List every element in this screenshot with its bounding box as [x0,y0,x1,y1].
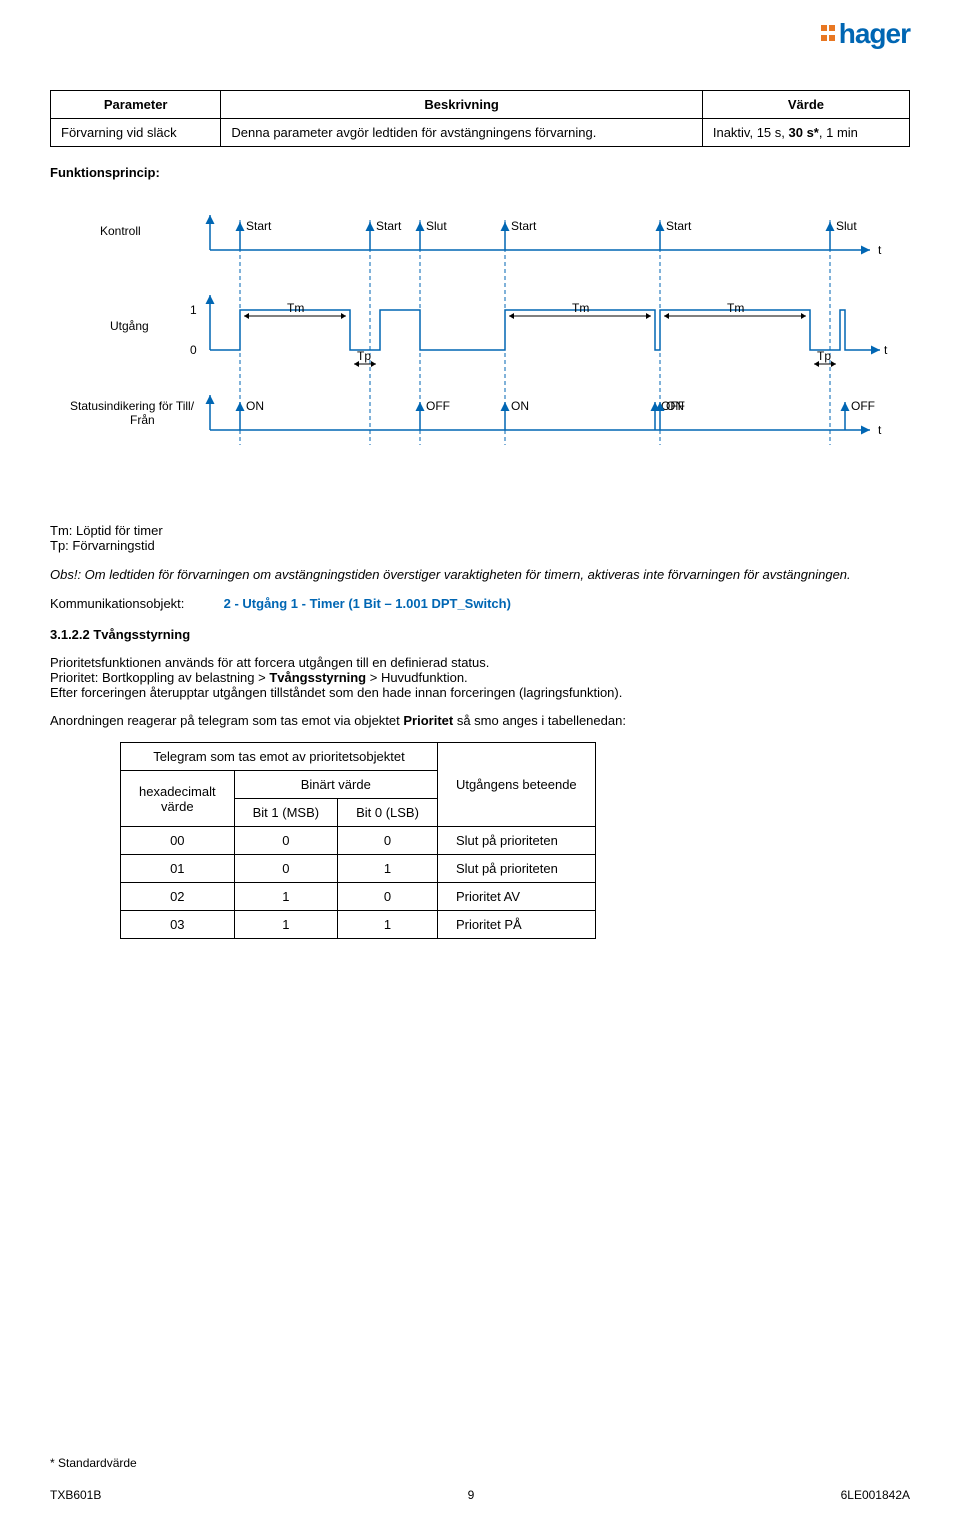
table-cell: 0 [338,827,438,855]
svg-text:t: t [884,343,888,357]
svg-text:t: t [878,423,882,437]
table-cell: 02 [121,883,235,911]
svg-text:Från: Från [130,413,155,427]
footer-center: 9 [468,1488,475,1502]
table-cell: 1 [338,855,438,883]
svg-text:1: 1 [190,303,197,317]
legend-tp: Tp: Förvarningstid [50,538,910,553]
svg-text:Slut: Slut [426,219,447,233]
table-cell: 1 [234,883,337,911]
subsection-heading: 3.1.2.2 Tvångsstyrning [50,627,910,642]
svg-text:Utgång: Utgång [110,319,149,333]
svg-text:ON: ON [511,399,529,413]
table-header: Bit 1 (MSB) [234,799,337,827]
table-header: hexadecimaltvärde [121,771,235,827]
timing-diagram: Kontroll t Start Start Slut Start Start Slut Utg… [50,200,910,500]
table-row: 0000Slut på prioriteten [121,827,596,855]
comm-label: Kommunikationsobjekt: [50,596,220,611]
param-cell: Förvarning vid släck [51,119,221,147]
table-cell: 0 [234,855,337,883]
footer-left: TXB601B [50,1488,101,1502]
table-header: Utgångens beteende [437,743,595,827]
svg-text:Tm: Tm [727,301,744,315]
footnote: * Standardvärde [50,1456,137,1470]
table-cell: Slut på prioriteten [437,827,595,855]
table-row: 0311Prioritet PÅ [121,911,596,939]
svg-text:Start: Start [246,219,272,233]
svg-text:Start: Start [376,219,402,233]
param-header: Beskrivning [221,91,702,119]
obs-note: Obs!: Om ledtiden för förvarningen om av… [50,567,910,582]
svg-text:Start: Start [666,219,692,233]
svg-text:t: t [878,243,882,257]
svg-text:Tp: Tp [357,349,371,363]
table-cell: Prioritet PÅ [437,911,595,939]
svg-text:OFF: OFF [851,399,875,413]
table-cell: 1 [234,911,337,939]
comm-object: Kommunikationsobjekt: 2 - Utgång 1 - Tim… [50,596,910,611]
table-cell: 01 [121,855,235,883]
section-heading: Funktionsprincip: [50,165,910,180]
telegram-table: Telegram som tas emot av prioritetsobjek… [120,742,596,939]
table-cell: 00 [121,827,235,855]
table-cell: 1 [338,911,438,939]
footer-right: 6LE001842A [841,1488,910,1502]
table-row: 0101Slut på prioriteten [121,855,596,883]
legend-tm: Tm: Löptid för timer [50,523,910,538]
svg-text:0: 0 [190,343,197,357]
svg-text:Tp: Tp [817,349,831,363]
svg-text:Statusindikering för Till/: Statusindikering för Till/ [70,399,195,413]
svg-text:Tm: Tm [287,301,304,315]
param-header: Parameter [51,91,221,119]
table-cell: 03 [121,911,235,939]
svg-text:Tm: Tm [572,301,589,315]
brand-logo: hager [821,18,910,50]
table-header: Bit 0 (LSB) [338,799,438,827]
table-cell: 0 [338,883,438,911]
table-cell: 0 [234,827,337,855]
param-header: Värde [702,91,909,119]
svg-text:Kontroll: Kontroll [100,224,141,238]
svg-text:ON: ON [666,399,684,413]
table-cell: Slut på prioriteten [437,855,595,883]
page-footer: TXB601B 9 6LE001842A [50,1488,910,1502]
parameter-table: Parameter Beskrivning Värde Förvarning v… [50,90,910,147]
body-text: Prioritetsfunktionen används för att for… [50,655,910,700]
table-header: Binärt värde [234,771,437,799]
svg-text:OFF: OFF [426,399,450,413]
table-row: 0210Prioritet AV [121,883,596,911]
svg-text:Start: Start [511,219,537,233]
svg-text:Slut: Slut [836,219,857,233]
body-text: Anordningen reagerar på telegram som tas… [50,713,910,728]
svg-text:ON: ON [246,399,264,413]
param-cell: Inaktiv, 15 s, 30 s*, 1 min [702,119,909,147]
table-header: Telegram som tas emot av prioritetsobjek… [121,743,438,771]
comm-value: 2 - Utgång 1 - Timer (1 Bit – 1.001 DPT_… [224,596,511,611]
param-cell: Denna parameter avgör ledtiden för avstä… [221,119,702,147]
table-cell: Prioritet AV [437,883,595,911]
